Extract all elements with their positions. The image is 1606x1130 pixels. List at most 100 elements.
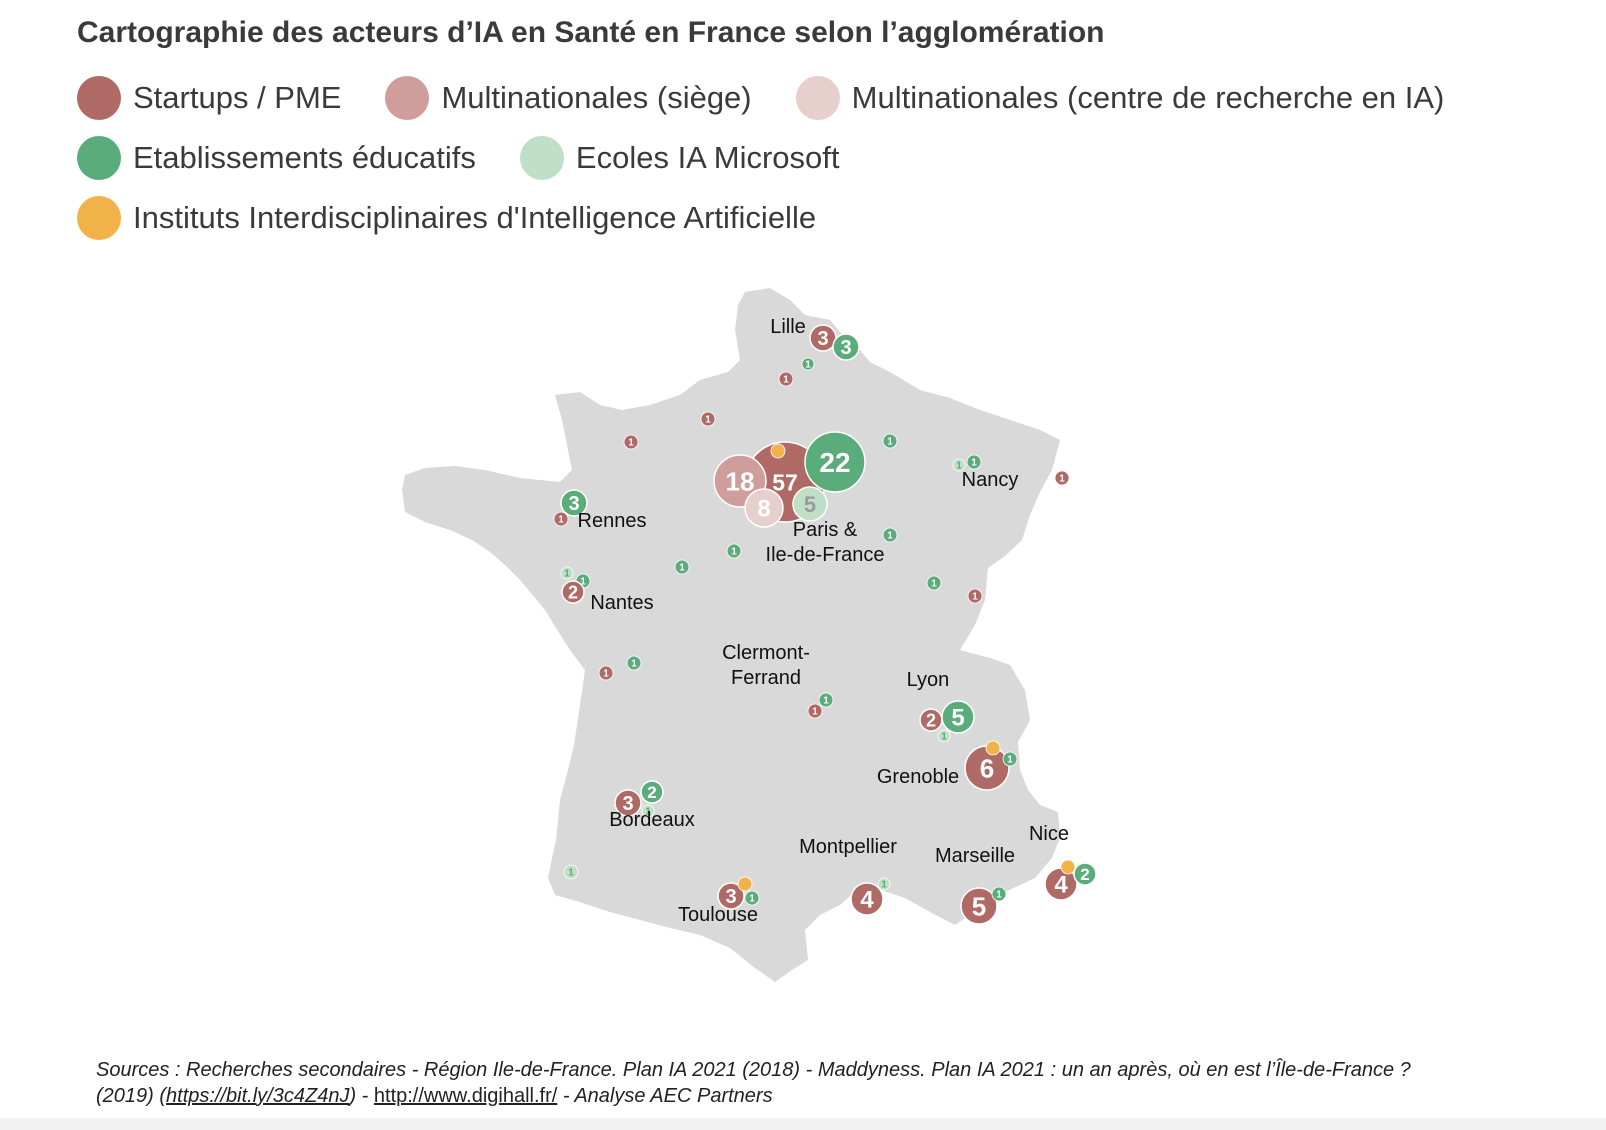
paris-multi-recherche-circle-shape [744,488,784,528]
paris-instituts-dot-shape [770,443,786,459]
legend-label-instituts: Instituts Interdisciplinaires d'Intellig… [133,200,817,235]
toulouse-startups-circle-value: 3 [725,886,736,908]
rennes-startups-1-shape [553,511,569,527]
bordeaux-etablissements-circle-value: 2 [647,783,656,802]
legend-label-multi-recherche: Multinationales (centre de recherche en … [851,80,1445,115]
bordeaux-etablissements-circle-shape [640,780,664,804]
lille-etablissements-circle-value: 3 [840,337,851,359]
nancy-etab-1-value: 1 [971,458,977,469]
nancy-etab-1: 1 [966,454,982,470]
besancon-startups-1-shape [967,588,983,604]
reims-etab-1-shape [882,433,898,449]
lille-startups-circle-value: 3 [817,328,828,350]
toulouse-startups-circle-shape [717,882,745,910]
legend-dot-startups [77,76,121,120]
legend-label-startups: Startups / PME [133,80,342,115]
grenoble-startups-circle: 6 [964,745,1010,791]
grenoble-etab-1: 1 [1002,751,1018,767]
nantes-etab-1-value: 1 [580,577,586,588]
poitiers-etab-1-shape [626,655,642,671]
nice-etablissements-circle-value: 2 [1080,865,1089,884]
normandy-startups-1: 1 [700,411,716,427]
bordeaux-ecoles-1: 1 [641,804,655,818]
reims-etab-1-value: 1 [887,437,893,448]
legend-item-multi-recherche: Multinationales (centre de recherche en … [795,76,1445,120]
grenoble-etab-1-shape [1002,751,1018,767]
legend-row-3: Instituts Interdisciplinaires d'Intellig… [77,196,860,240]
lille-etablissements-circle: 3 [832,333,860,361]
lyon-ecoles-1-shape [937,729,951,743]
toulouse-startups-circle: 3 [717,882,745,910]
nice-etablissements-circle-shape [1073,862,1097,886]
normandy-startups-2-shape [623,434,639,450]
bordeaux-startups-circle-value: 3 [622,793,633,815]
city-label-bordeaux: Bordeaux [609,809,695,831]
bordeaux-startups-circle-shape [614,789,642,817]
north-startups-1-shape [778,371,794,387]
besancon-startups-1-value: 1 [972,592,978,603]
normandy-startups-1-shape [700,411,716,427]
city-label-clermont-1: Clermont- [722,642,810,664]
north-startups-1-value: 1 [783,375,789,386]
strasbourg-startups-1-shape [1054,470,1070,486]
paris-ecoles-circle-value: 5 [804,492,816,517]
city-labels-layer: Lille Nancy Rennes Paris & Ile-de-France… [578,316,1069,926]
orleans-etab-1: 1 [726,543,742,559]
paris-multi-siege-circle-value: 18 [726,466,755,496]
pau-ecoles-1: 1 [563,864,579,880]
legend-item-instituts: Instituts Interdisciplinaires d'Intellig… [77,196,816,240]
toulouse-instituts-dot-shape [737,876,753,892]
city-label-nice: Nice [1029,823,1069,845]
legend-item-ecoles-microsoft: Ecoles IA Microsoft [519,136,840,180]
legend-dot-multi-siege [385,76,430,120]
toulouse-instituts-dot [737,876,753,892]
marseille-startups-circle: 5 [960,887,998,925]
clermont-startups-1-value: 1 [812,707,818,718]
reims-etab-1: 1 [882,433,898,449]
legend-label-multi-siege: Multinationales (siège) [441,80,752,115]
rennes-etablissements-circle-value: 3 [568,493,579,515]
city-label-toulouse: Toulouse [678,904,758,926]
north-etab-1-value: 1 [805,360,811,371]
montpellier-ecoles-1-shape [877,877,891,891]
clermont-startups-1: 1 [807,703,823,719]
poitiers-startups-1-shape [598,665,614,681]
montpellier-startups-circle-value: 4 [860,887,874,914]
marseille-startups-circle-value: 5 [972,891,986,921]
orleans-etab-1-value: 1 [731,547,737,558]
nancy-etab-1-shape [966,454,982,470]
grenoble-startups-circle-value: 6 [980,753,994,783]
poitiers-startups-1-value: 1 [603,669,609,680]
tours-etab-1-value: 1 [679,563,685,574]
bottom-bar [0,1118,1606,1130]
strasbourg-startups-1-value: 1 [1059,474,1065,485]
city-label-paris-2: Ile-de-France [766,544,885,566]
toulouse-etab-1: 1 [744,890,760,906]
montpellier-startups-circle: 4 [850,882,884,916]
rennes-startups-1: 1 [553,511,569,527]
sources-line-1: Sources : Recherches secondaires - Régio… [96,1059,1411,1081]
legend-dot-multi-recherche [795,76,840,120]
marseille-etab-1: 1 [991,886,1007,902]
city-label-rennes: Rennes [578,510,647,532]
rennes-startups-1-value: 1 [558,515,564,526]
bordeaux-ecoles-1-shape [641,804,655,818]
lyon-etablissements-circle-value: 5 [951,705,964,732]
paris-multi-recherche-circle-value: 8 [757,496,770,523]
grenoble-instituts-dot [985,740,1001,756]
nancy-ecoles-1-value: 1 [956,461,962,472]
source-link-bitly[interactable]: https://bit.ly/3c4Z4nJ [166,1085,350,1107]
montpellier-ecoles-1: 1 [877,877,891,891]
grenoble-etab-1-value: 1 [1007,755,1013,766]
north-etab-1-shape [801,357,815,371]
city-label-grenoble: Grenoble [877,766,959,788]
city-label-lille: Lille [770,316,806,338]
sources-note: Sources : Recherches secondaires - Régio… [96,1057,1536,1109]
legend-dot-ecoles-microsoft [519,136,564,180]
nantes-startups-circle: 2 [561,580,585,604]
source-link-digihall[interactable]: http://www.digihall.fr/ [373,1085,558,1107]
troyes-etab-1-shape [882,527,898,543]
city-label-montpellier: Montpellier [799,836,897,858]
paris-ecoles-circle-shape [792,486,828,522]
